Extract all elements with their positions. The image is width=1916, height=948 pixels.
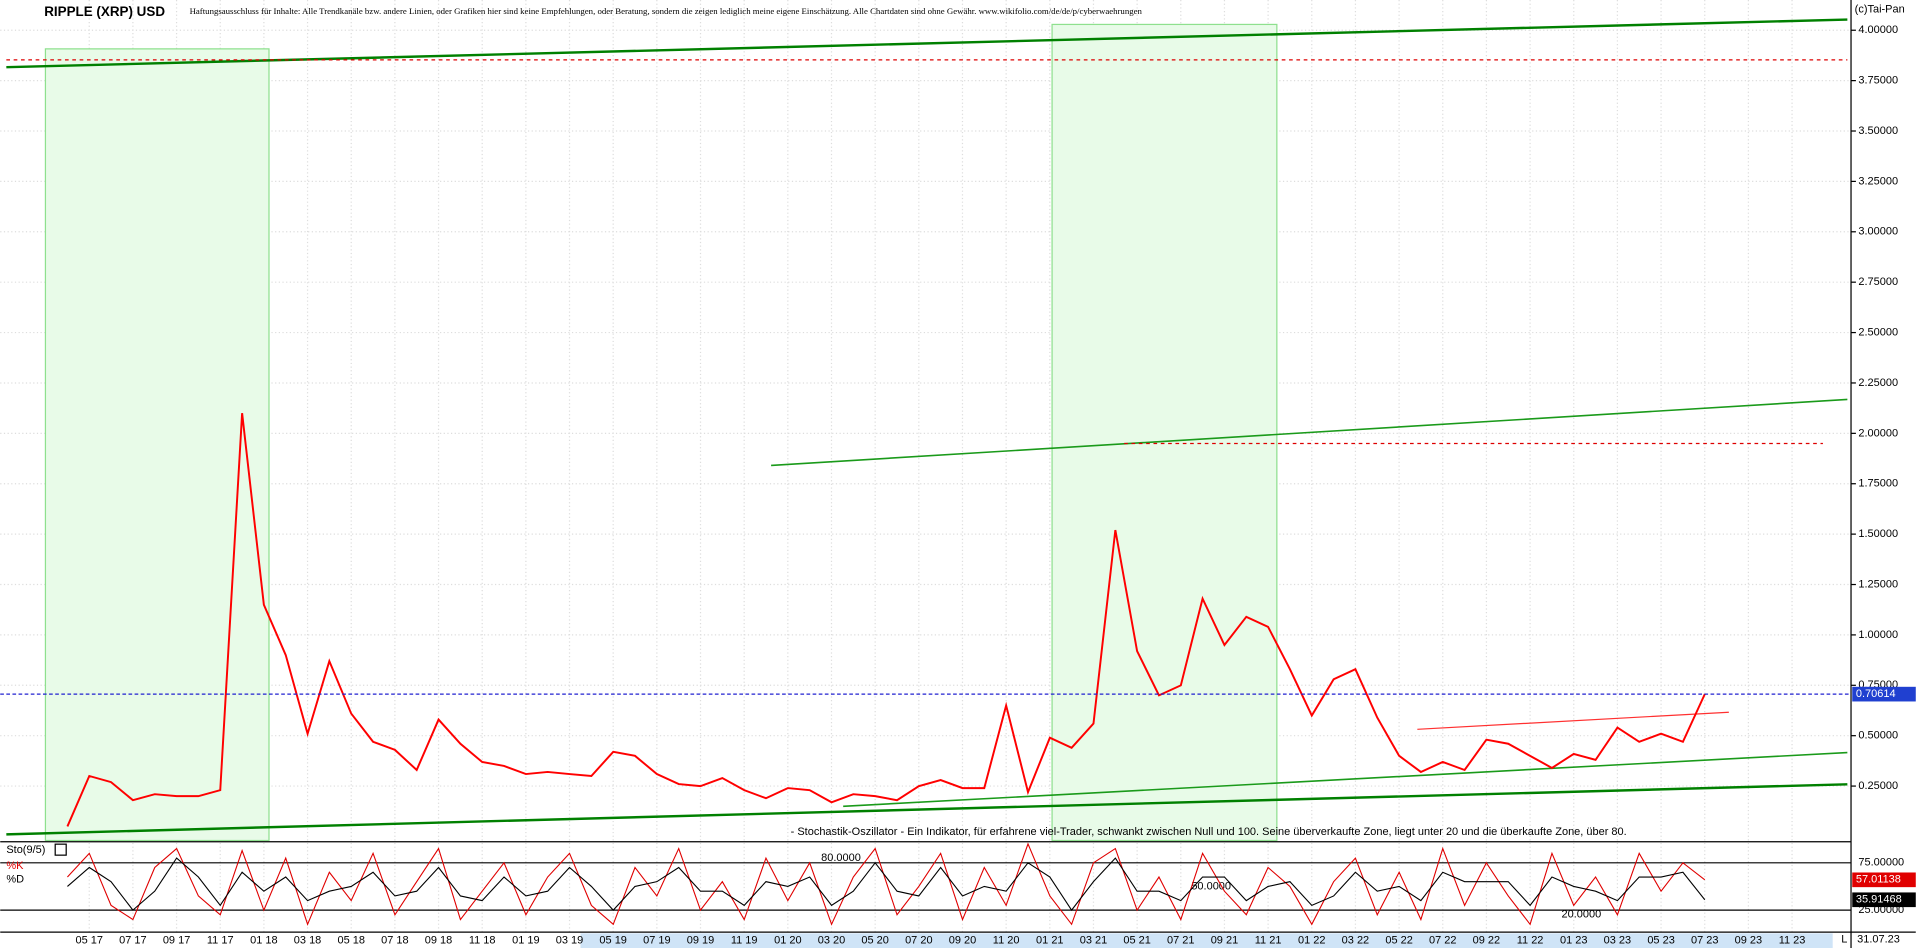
y-tick-label: 1.75000 <box>1858 478 1898 490</box>
x-end-label: 31.07.23 <box>1857 933 1900 945</box>
legend-entry: %D <box>6 873 24 885</box>
x-tick-label: 11 22 <box>1517 935 1544 947</box>
x-tick-label: 09 21 <box>1211 935 1239 947</box>
trend-line <box>6 18 1848 69</box>
x-tick-label: 01 21 <box>1036 935 1064 947</box>
x-tick-label: 01 20 <box>774 935 802 947</box>
expand-button[interactable] <box>54 843 67 856</box>
x-tick-label: 07 21 <box>1167 935 1195 947</box>
level-label: 80.0000 <box>821 852 861 864</box>
x-tick-label: 07 18 <box>381 935 409 947</box>
y-tick-label: 3.50000 <box>1858 125 1898 137</box>
x-tick-label: 03 21 <box>1080 935 1108 947</box>
current-price-box <box>1852 686 1916 702</box>
x-tick-label: 09 19 <box>687 935 715 947</box>
legend-entry: %K <box>6 860 24 872</box>
disclaimer: Haftungsausschluss für Inhalte: Alle Tre… <box>190 6 1143 16</box>
x-tick-label: 03 18 <box>294 935 322 947</box>
x-tick-label: 01 19 <box>512 935 540 947</box>
x-tick-label: 09 18 <box>425 935 453 947</box>
x-tick-label: 07 20 <box>905 935 933 947</box>
y-tick-label: 3.25000 <box>1858 175 1898 187</box>
x-tick-label: 11 20 <box>993 935 1020 947</box>
y-tick-label: 3.00000 <box>1858 226 1898 238</box>
zone <box>44 48 270 842</box>
x-tick-label: 09 20 <box>949 935 977 947</box>
trend-line <box>1417 711 1729 730</box>
y-tick-label: 4.00000 <box>1858 24 1898 36</box>
x-tick-label: 01 18 <box>250 935 278 947</box>
y-tick-label: 3.75000 <box>1858 75 1898 87</box>
price-line <box>66 413 1706 827</box>
x-tick-label: 01 23 <box>1560 935 1588 947</box>
x-tick-label: 07 23 <box>1691 935 1719 947</box>
x-tick-label: 05 23 <box>1647 935 1675 947</box>
x-tick-label: 05 18 <box>337 935 365 947</box>
value-label: 57.01138 <box>1856 874 1901 886</box>
x-tick-label: 11 17 <box>207 935 234 947</box>
x-tick-label: 05 20 <box>861 935 889 947</box>
x-tick-label: 05 21 <box>1123 935 1151 947</box>
oscillator-line <box>67 857 1706 912</box>
chart-title: RIPPLE (XRP) USD <box>44 4 165 19</box>
x-tick-label: 11 18 <box>469 935 496 947</box>
x-tick-label: 11 21 <box>1255 935 1282 947</box>
x-axis-band <box>580 933 1833 948</box>
x-tick-label: 11 19 <box>731 935 758 947</box>
x-tick-label: 05 22 <box>1385 935 1412 947</box>
y-tick-label: 1.25000 <box>1858 578 1898 590</box>
trend-line <box>843 751 1848 808</box>
level-label: 20.0000 <box>1561 909 1601 921</box>
x-tick-label: 03 20 <box>818 935 846 947</box>
x-tick-label: 11 23 <box>1779 935 1806 947</box>
x-tick-label: 05 19 <box>599 935 626 947</box>
level-label: 50.0000 <box>1191 880 1231 892</box>
x-tick-label: 09 22 <box>1473 935 1500 947</box>
current-price-label: 0.70614 <box>1856 688 1896 700</box>
y-tick-label: 0.25000 <box>1858 780 1898 792</box>
x-tick-label: 07 22 <box>1429 935 1456 947</box>
value-label: 35.91468 <box>1856 894 1902 906</box>
x-tick-label: 03 23 <box>1604 935 1632 947</box>
x-tick-label: 03 19 <box>556 935 584 947</box>
trend-line <box>771 398 1848 467</box>
x-tick-label: 07 17 <box>119 935 146 947</box>
y-tick-label: 75.00000 <box>1858 857 1904 869</box>
trend-line <box>6 783 1848 836</box>
x-tick-label: 01 22 <box>1298 935 1325 947</box>
x-tick-label: 07 19 <box>643 935 671 947</box>
oscillator-line <box>67 842 1706 926</box>
y-tick-label: 2.75000 <box>1858 276 1898 288</box>
y-tick-label: 0.50000 <box>1858 730 1898 742</box>
indicator-title: Sto(9/5) <box>6 844 45 856</box>
y-tick-label: 1.00000 <box>1858 629 1898 641</box>
value-box <box>1852 872 1916 888</box>
annotation: - Stochastik-Oszillator - Ein Indikator,… <box>791 826 1627 838</box>
y-tick-label: 2.00000 <box>1858 427 1898 439</box>
x-tick-label: 03 22 <box>1342 935 1369 947</box>
y-tick-label: 1.50000 <box>1858 528 1898 540</box>
copyright: (c)Tai-Pan <box>1855 4 1905 16</box>
y-tick-label: 2.25000 <box>1858 377 1898 389</box>
axis-marker: L <box>1841 933 1847 945</box>
x-tick-label: 09 17 <box>163 935 190 947</box>
zone <box>1051 23 1278 842</box>
x-tick-label: 09 23 <box>1735 935 1762 947</box>
y-tick-label: 2.50000 <box>1858 326 1898 338</box>
x-tick-label: 05 17 <box>75 935 103 947</box>
y-tick-label: 25.00000 <box>1858 904 1904 916</box>
value-box <box>1852 892 1916 908</box>
